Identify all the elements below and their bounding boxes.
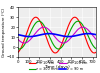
z = 90 m [17, 34, 19, 35]
z = 300 mm [71, 27, 72, 28]
Y-axis label: Ground temperature (°C): Ground temperature (°C) [2, 7, 6, 57]
z = 100 cm [71, 36, 72, 37]
z = 90 m [25, 36, 27, 37]
z = 10 cm [17, 52, 19, 53]
X-axis label: Time (days): Time (days) [44, 65, 70, 69]
z = 100 cm [80, 27, 81, 28]
z = 100 cm [49, 30, 50, 31]
Line: z = 100 cm: z = 100 cm [18, 27, 96, 43]
z = 10 cm [95, 52, 97, 53]
z = 300 mm [95, 48, 97, 49]
Line: z = 300 mm: z = 300 mm [18, 21, 96, 49]
z = 100 cm [95, 39, 97, 40]
z = 300 mm [78, 21, 80, 22]
z = 100 cm [43, 27, 44, 28]
z = 300 mm [80, 22, 81, 23]
z = 100 cm [25, 42, 27, 43]
z = 300 mm [49, 37, 50, 38]
z = 90 m [88, 33, 89, 34]
z = 100 cm [52, 33, 53, 34]
z = 300 mm [52, 42, 53, 43]
z = 300 mm [17, 48, 19, 49]
z = 90 m [95, 34, 97, 35]
z = 90 m [80, 34, 81, 35]
z = 10 cm [49, 45, 50, 46]
z = 90 m [49, 33, 50, 34]
Line: z = 90 m: z = 90 m [18, 34, 96, 37]
z = 90 m [52, 33, 53, 34]
z = 90 m [71, 36, 72, 37]
Line: z = 10 cm: z = 10 cm [18, 17, 96, 53]
z = 10 cm [74, 17, 75, 18]
z = 10 cm [80, 23, 81, 24]
z = 10 cm [25, 35, 27, 36]
Legend: z = 10 cm, z = 300 mm, z = 100 cm, z = 90 m: z = 10 cm, z = 300 mm, z = 100 cm, z = 9… [28, 61, 88, 71]
z = 300 mm [77, 21, 79, 22]
z = 100 cm [78, 28, 80, 29]
z = 10 cm [71, 19, 72, 20]
z = 300 mm [25, 41, 27, 42]
z = 100 cm [17, 39, 19, 40]
z = 90 m [29, 36, 30, 37]
z = 100 cm [63, 43, 64, 44]
